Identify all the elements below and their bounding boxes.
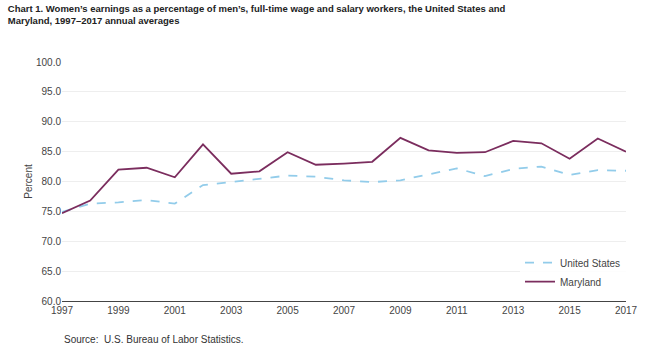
svg-text:2003: 2003 (220, 305, 243, 316)
svg-text:Percent: Percent (23, 164, 34, 199)
svg-text:85.0: 85.0 (42, 146, 62, 157)
svg-text:2013: 2013 (502, 305, 525, 316)
svg-text:1999: 1999 (107, 305, 130, 316)
svg-text:2017: 2017 (615, 305, 638, 316)
svg-text:2009: 2009 (389, 305, 412, 316)
svg-text:2007: 2007 (333, 305, 356, 316)
svg-text:95.0: 95.0 (42, 86, 62, 97)
svg-text:80.0: 80.0 (42, 176, 62, 187)
svg-text:Chart 1. Women’s earnings as a: Chart 1. Women’s earnings as a percentag… (8, 3, 506, 26)
svg-text:2011: 2011 (446, 305, 468, 316)
svg-text:70.0: 70.0 (42, 236, 62, 247)
svg-text:2005: 2005 (276, 305, 299, 316)
svg-text:Source: U.S. Bureau of Labor: Source: U.S. Bureau of Labor Statistics. (64, 334, 244, 345)
svg-text:75.0: 75.0 (42, 206, 62, 217)
svg-text:1997: 1997 (51, 305, 74, 316)
svg-text:65.0: 65.0 (42, 266, 62, 277)
svg-text:100.0: 100.0 (36, 57, 61, 68)
svg-text:2001: 2001 (164, 305, 187, 316)
svg-text:Maryland: Maryland (560, 277, 601, 288)
svg-text:2015: 2015 (558, 305, 581, 316)
svg-text:United States: United States (560, 258, 620, 269)
svg-text:90.0: 90.0 (42, 116, 62, 127)
svg-text:60.0: 60.0 (42, 296, 62, 307)
